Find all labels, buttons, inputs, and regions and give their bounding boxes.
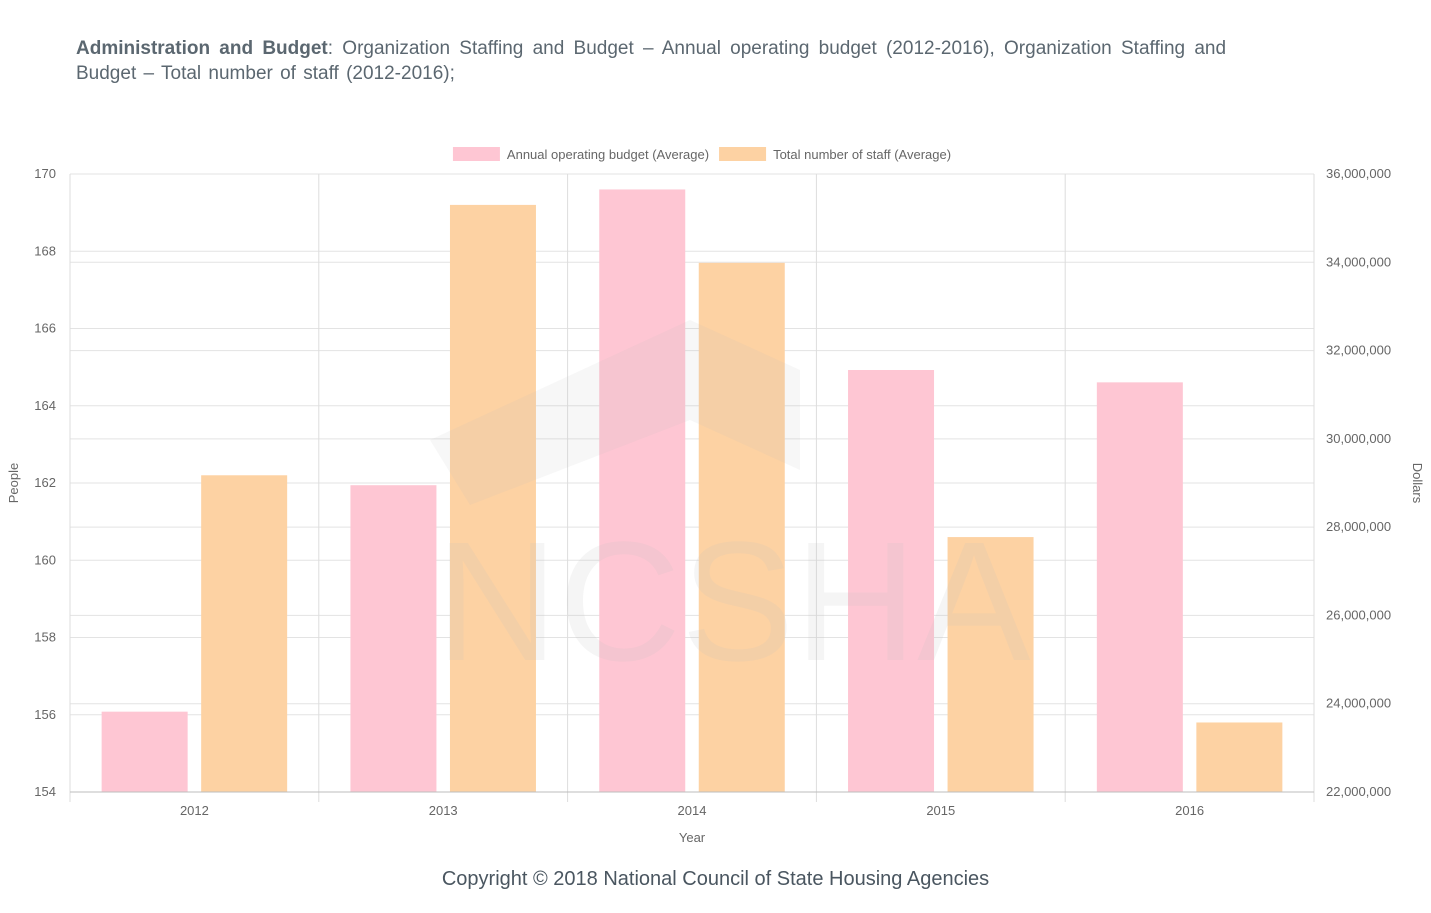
x-tick-label: 2015 (926, 803, 955, 818)
watermark-logo-shape (430, 320, 800, 505)
bar-budget-2014 (599, 189, 686, 792)
tick-labels: 154 156 158 160 162 164 166 168 170 22,000,000 24,… (34, 166, 1391, 818)
y-right-tick-label: 22,000,000 (1326, 784, 1391, 799)
copyright-footer: Copyright © 2018 National Council of Sta… (441, 868, 990, 890)
y-right-tick-label: 34,000,000 (1326, 254, 1391, 269)
legend: Annual operating budget (Average) Total n… (452, 147, 951, 162)
x-tick-label: 2014 (678, 803, 707, 818)
header-separator: : (327, 38, 343, 59)
header-category: Administration and Budget (76, 38, 328, 59)
y-left-tick-label: 164 (34, 398, 56, 413)
bar-budget-2013 (350, 485, 437, 792)
x-tick-label: 2013 (429, 803, 458, 818)
legend-swatch (719, 147, 767, 161)
y-left-tick-label: 158 (34, 630, 56, 645)
y-left-tick-label: 156 (34, 707, 56, 722)
legend-swatch (452, 147, 500, 161)
x-tick-label: 2016 (1175, 803, 1204, 818)
bar-budget-2015 (848, 369, 935, 792)
y-left-tick-label: 160 (34, 552, 56, 567)
bar-staff-2014 (698, 262, 785, 792)
x-axis-title: Year (679, 830, 706, 845)
bar-budget-2016 (1096, 382, 1183, 792)
y-right-tick-label: 36,000,000 (1326, 166, 1391, 181)
legend-label: Total number of staff (Average) (773, 147, 951, 162)
y-left-tick-label: 170 (34, 166, 56, 181)
y-right-axis-title: Dollars (1410, 463, 1425, 504)
bar-staff-2016 (1196, 722, 1283, 792)
y-right-tick-label: 30,000,000 (1326, 431, 1391, 446)
header-description: Organization Staffing and Budget – Annua… (76, 38, 1227, 84)
legend-label: Annual operating budget (Average) (507, 147, 709, 162)
bar-budget-2012 (101, 711, 188, 792)
bars (101, 189, 1283, 792)
y-right-tick-label: 28,000,000 (1326, 519, 1391, 534)
bar-staff-2015 (947, 537, 1034, 792)
y-left-tick-label: 162 (34, 475, 56, 490)
y-right-tick-label: 32,000,000 (1326, 343, 1391, 358)
x-tick-label: 2012 (180, 803, 209, 818)
y-right-tick-label: 24,000,000 (1326, 696, 1391, 711)
bar-staff-2012 (201, 475, 288, 792)
y-right-tick-label: 26,000,000 (1326, 607, 1391, 622)
watermark-text: NCSHA (435, 507, 1031, 697)
y-left-axis-title: People (6, 463, 21, 503)
y-left-tick-label: 154 (34, 784, 56, 799)
y-left-tick-label: 168 (34, 243, 56, 258)
bar-staff-2013 (449, 204, 536, 792)
chart-header: Administration and Budget: Organization … (76, 36, 1226, 86)
y-left-tick-label: 166 (34, 321, 56, 336)
